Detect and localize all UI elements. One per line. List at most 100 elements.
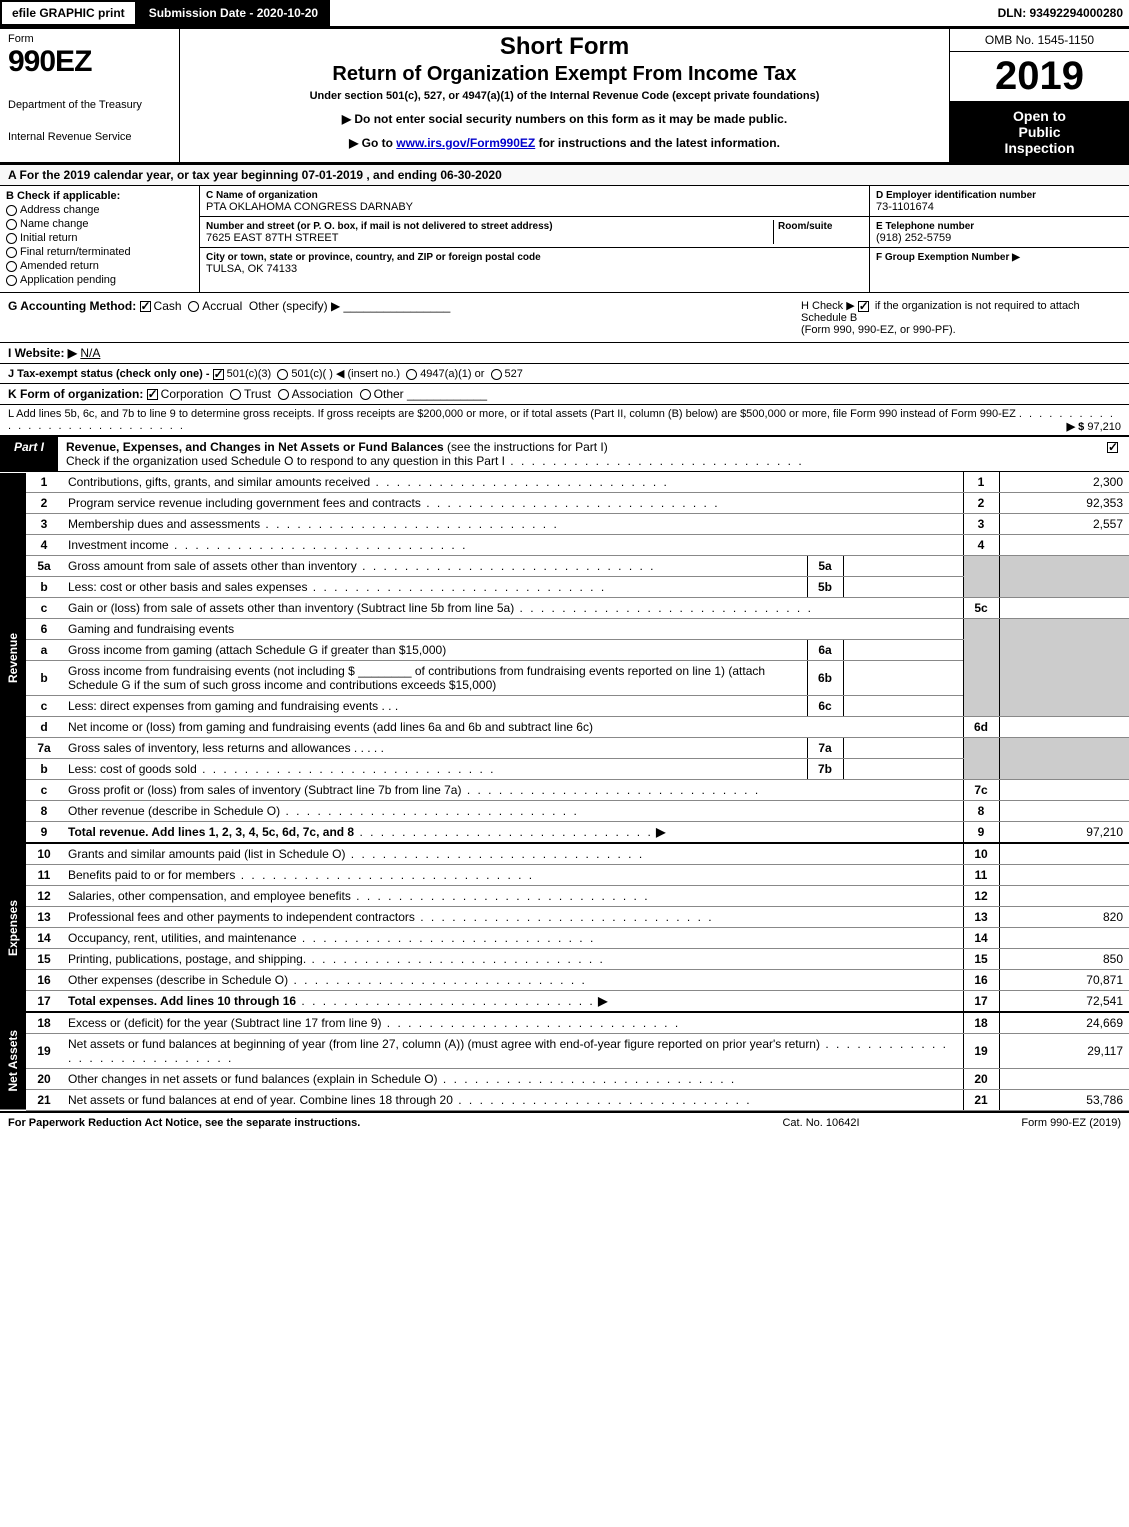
org-street: 7625 EAST 87TH STREET (206, 232, 338, 244)
val-18: 24,669 (999, 1012, 1129, 1034)
org-name: PTA OKLAHOMA CONGRESS DARNABY (206, 201, 413, 213)
tax-year: 2019 (950, 52, 1129, 102)
line-6d: d Net income or (loss) from gaming and f… (0, 717, 1129, 738)
chk-other[interactable] (360, 389, 371, 400)
line-7b: b Less: cost of goods sold 7b (0, 759, 1129, 780)
line-6a: a Gross income from gaming (attach Sched… (0, 640, 1129, 661)
chk-assoc[interactable] (278, 389, 289, 400)
val-13: 820 (999, 907, 1129, 928)
form-sub: Under section 501(c), 527, or 4947(a)(1)… (188, 90, 941, 102)
dept-treasury: Department of the Treasury (8, 99, 171, 111)
dept-irs: Internal Revenue Service (8, 131, 171, 143)
val-21: 53,786 (999, 1090, 1129, 1111)
section-b-header: B Check if applicable: (6, 190, 120, 202)
side-netassets: Net Assets (0, 1012, 26, 1111)
chk-h[interactable] (858, 301, 869, 312)
chk-accrual[interactable] (188, 301, 199, 312)
val-5c (999, 598, 1129, 619)
gross-receipts: 97,210 (1087, 421, 1121, 433)
line-14: 14 Occupancy, rent, utilities, and maint… (0, 928, 1129, 949)
line-6b: b Gross income from fundraising events (… (0, 661, 1129, 696)
val-20 (999, 1069, 1129, 1090)
line-21: 21 Net assets or fund balances at end of… (0, 1090, 1129, 1111)
form-title: Short Form (188, 33, 941, 61)
top-bar: efile GRAPHIC print Submission Date - 20… (0, 0, 1129, 29)
inspect2: Public (1018, 124, 1060, 140)
f-label: F Group Exemption Number ▶ (876, 252, 1020, 263)
submission-date-button[interactable]: Submission Date - 2020-10-20 (137, 0, 330, 26)
chk-initial[interactable]: Initial return (6, 232, 193, 244)
line-12: 12 Salaries, other compensation, and emp… (0, 886, 1129, 907)
part1-tag: Part I (0, 437, 58, 471)
efile-button[interactable]: efile GRAPHIC print (0, 0, 137, 26)
val-10 (999, 843, 1129, 865)
c-street-label: Number and street (or P. O. box, if mail… (206, 221, 553, 232)
line-18: Net Assets 18 Excess or (deficit) for th… (0, 1012, 1129, 1034)
chk-address[interactable]: Address change (6, 204, 193, 216)
section-def: D Employer identification number 73-1101… (869, 186, 1129, 292)
header-left: Form 990EZ Department of the Treasury In… (0, 29, 180, 162)
line-7c: c Gross profit or (loss) from sales of i… (0, 780, 1129, 801)
part1-title: Revenue, Expenses, and Changes in Net As… (58, 437, 1099, 471)
val-17: 72,541 (999, 991, 1129, 1013)
c-city-label: City or town, state or province, country… (206, 252, 541, 263)
header-mid: Short Form Return of Organization Exempt… (180, 29, 949, 162)
j-label: J Tax-exempt status (check only one) - (8, 368, 210, 380)
line-11: 11 Benefits paid to or for members 11 (0, 865, 1129, 886)
footer-left: For Paperwork Reduction Act Notice, see … (8, 1117, 721, 1129)
line-16: 16 Other expenses (describe in Schedule … (0, 970, 1129, 991)
website-value: N/A (80, 346, 100, 360)
inspection-box: Open to Public Inspection (950, 102, 1129, 162)
info-block: B Check if applicable: Address change Na… (0, 186, 1129, 293)
note-link: ▶ Go to www.irs.gov/Form990EZ for instru… (188, 136, 941, 150)
chk-501c[interactable] (277, 369, 288, 380)
chk-501c3[interactable] (213, 369, 224, 380)
val-8 (999, 801, 1129, 822)
val-9: 97,210 (999, 822, 1129, 844)
inspect3: Inspection (1004, 140, 1074, 156)
omb-number: OMB No. 1545-1150 (950, 29, 1129, 52)
form-number: 990EZ (8, 45, 171, 79)
form-label: Form (8, 33, 171, 45)
line-4: 4 Investment income 4 (0, 535, 1129, 556)
note2-pre: ▶ Go to (349, 136, 396, 150)
page-footer: For Paperwork Reduction Act Notice, see … (0, 1111, 1129, 1133)
d-label: D Employer identification number (876, 190, 1036, 201)
chk-name[interactable]: Name change (6, 218, 193, 230)
irs-link[interactable]: www.irs.gov/Form990EZ (396, 136, 535, 150)
row-j: J Tax-exempt status (check only one) - 5… (0, 364, 1129, 384)
chk-pending[interactable]: Application pending (6, 274, 193, 286)
row-k: K Form of organization: Corporation Trus… (0, 384, 1129, 405)
chk-cash[interactable] (140, 301, 151, 312)
val-14 (999, 928, 1129, 949)
ein-value: 73-1101674 (876, 201, 934, 213)
chk-part1-scho[interactable] (1107, 442, 1118, 453)
phone-value: (918) 252-5759 (876, 232, 951, 244)
val-19: 29,117 (999, 1034, 1129, 1069)
chk-corp[interactable] (147, 389, 158, 400)
line-1: Revenue 1 Contributions, gifts, grants, … (0, 472, 1129, 493)
inspect1: Open to (1013, 108, 1066, 124)
chk-final[interactable]: Final return/terminated (6, 246, 193, 258)
side-revenue: Revenue (0, 472, 26, 843)
e-label: E Telephone number (876, 221, 974, 232)
chk-amended[interactable]: Amended return (6, 260, 193, 272)
line-5b: b Less: cost or other basis and sales ex… (0, 577, 1129, 598)
chk-trust[interactable] (230, 389, 241, 400)
line-20: 20 Other changes in net assets or fund b… (0, 1069, 1129, 1090)
side-expenses: Expenses (0, 843, 26, 1012)
line-5a: 5a Gross amount from sale of assets othe… (0, 556, 1129, 577)
dln-text: DLN: 93492294000280 (998, 6, 1129, 20)
section-c: C Name of organization PTA OKLAHOMA CONG… (200, 186, 869, 292)
footer-form: Form 990-EZ (2019) (921, 1117, 1121, 1129)
chk-527[interactable] (491, 369, 502, 380)
h-text1: H Check ▶ (801, 300, 855, 312)
c-room-label: Room/suite (778, 221, 832, 232)
val-1: 2,300 (999, 472, 1129, 493)
line-5c: c Gain or (loss) from sale of assets oth… (0, 598, 1129, 619)
val-15: 850 (999, 949, 1129, 970)
line-10: Expenses 10 Grants and similar amounts p… (0, 843, 1129, 865)
note2-post: for instructions and the latest informat… (535, 136, 780, 150)
val-11 (999, 865, 1129, 886)
chk-4947[interactable] (406, 369, 417, 380)
